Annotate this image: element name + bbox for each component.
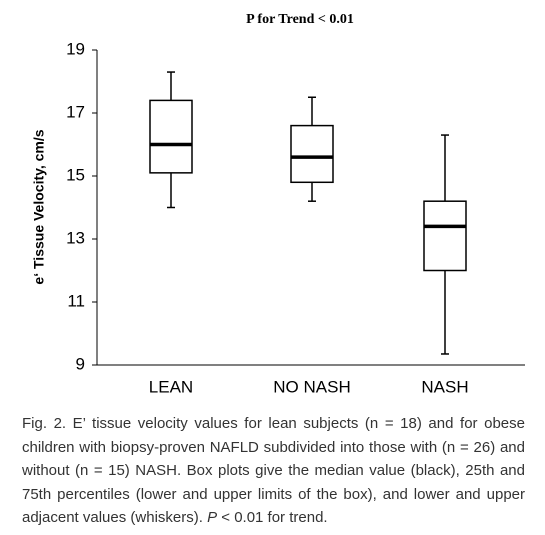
y-tick-label: 19 (66, 39, 85, 58)
chart-title: P for Trend < 0.01 (246, 12, 354, 27)
caption-text: Fig. 2. E’ tissue velocity values for le… (22, 415, 525, 526)
caption: Fig. 2. E’ tissue velocity values for le… (22, 412, 525, 530)
box (149, 99, 193, 174)
y-tick-label: 15 (66, 165, 85, 184)
y-tick-label: 9 (76, 354, 85, 373)
box (423, 200, 467, 272)
caption-text: < 0.01 for trend. (217, 509, 328, 526)
y-tick-label: 11 (67, 291, 85, 310)
box (290, 124, 334, 184)
y-tick-label: 17 (66, 102, 85, 121)
caption-text: P (207, 509, 218, 526)
chart: P for Trend < 0.01 e‘ Tissue Velocity, c… (31, 12, 525, 396)
x-tick-label: LEAN (149, 377, 193, 396)
y-axis-label: e‘ Tissue Velocity, cm/s (31, 129, 47, 284)
x-tick-label: NASH (421, 377, 468, 396)
x-tick-label: NO NASH (273, 377, 350, 396)
y-tick-label: 13 (66, 228, 85, 247)
